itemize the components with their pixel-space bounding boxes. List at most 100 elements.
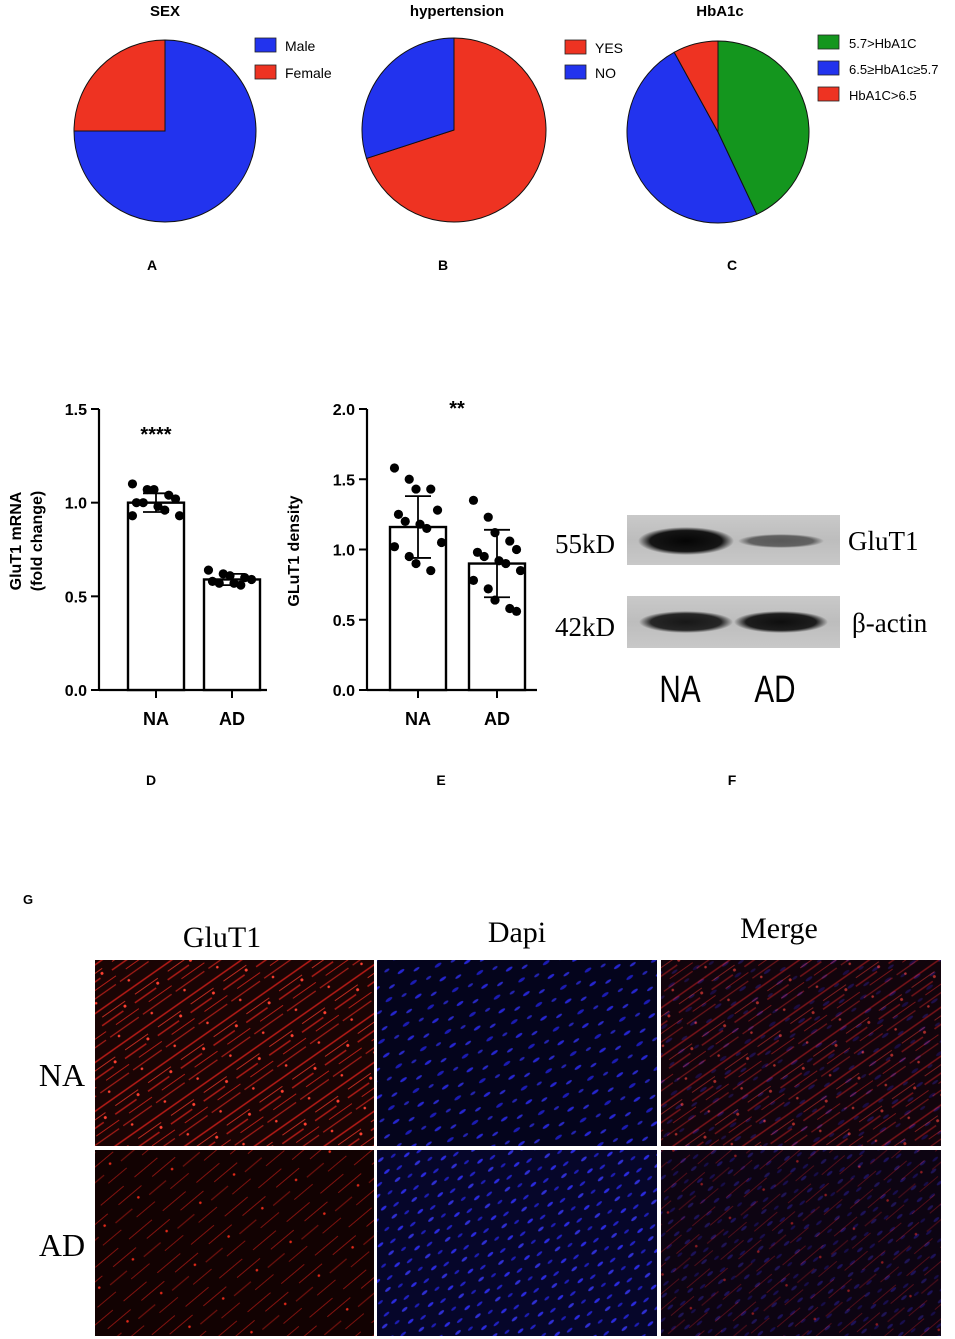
pie-charts-row: SEX Male Female hypertension YES NO HbA1… xyxy=(73,3,938,273)
x-tick-mrna-ad: AD xyxy=(219,709,245,729)
if-image-na-merge xyxy=(661,960,941,1146)
blot-protein-glut1: GluT1 xyxy=(848,526,919,556)
data-point xyxy=(511,606,522,616)
legend-label-mid: 6.5≥HbA1c≥5.7 xyxy=(849,62,938,77)
significance-density: ** xyxy=(449,398,465,420)
data-point xyxy=(426,484,436,494)
pie-chart-sex: SEX Male Female xyxy=(73,3,332,223)
blot-band-actin-ad xyxy=(734,611,828,633)
panel-letter-c: C xyxy=(727,257,737,273)
blot-band-glut1-ad xyxy=(738,534,824,548)
data-point xyxy=(490,528,500,538)
data-point xyxy=(490,595,500,605)
panel-letter-a: A xyxy=(147,257,157,273)
significance-mrna: **** xyxy=(140,424,171,446)
y-axis-label-mrna-line2: (fold change) xyxy=(29,491,46,591)
if-column-merge: Merge xyxy=(740,912,818,945)
if-image-ad-glut1 xyxy=(95,1150,374,1336)
data-point xyxy=(127,511,138,521)
data-point xyxy=(203,565,214,575)
pie-title-hypertension: hypertension xyxy=(410,3,504,20)
data-point xyxy=(411,558,421,569)
immunofluorescence-panel: G GluT1 Dapi Merge NA AD xyxy=(23,892,941,1336)
data-point xyxy=(225,571,235,581)
if-row-ad: AD xyxy=(39,1227,85,1263)
if-row-na: NA xyxy=(39,1057,85,1093)
data-point xyxy=(164,490,174,500)
pie-slice-female xyxy=(73,39,166,132)
blot-lane-na: NA xyxy=(659,669,700,711)
legend-label-male: Male xyxy=(285,38,316,54)
data-point xyxy=(142,484,152,495)
legend-label-high: HbA1C>6.5 xyxy=(849,88,917,103)
data-point xyxy=(436,537,447,548)
bar-chart-density: GLuT1 density ** NA AD E 0.0 0.5 1.0 1.5 2.0 xyxy=(286,398,537,788)
legend-sex: Male Female xyxy=(254,37,332,81)
panel-letter-d: D xyxy=(146,772,156,788)
blot-lane-ad: AD xyxy=(754,669,795,711)
data-point xyxy=(400,516,410,526)
western-blot: 55kD 42kD GluT1 β-actin NA AD F xyxy=(555,515,928,788)
y-axis-label-mrna-line1: GluT1 mRNA xyxy=(8,491,25,590)
y-tick-label: 1.5 xyxy=(333,472,355,489)
pie-slice-no xyxy=(361,37,455,160)
pie-hypertension-slices xyxy=(361,37,547,223)
pie-sex-slices xyxy=(73,39,257,223)
data-point xyxy=(174,511,185,521)
y-tick-label: 1.5 xyxy=(65,402,87,419)
blot-band-glut1-na xyxy=(638,527,734,555)
if-image-na-glut1 xyxy=(95,960,374,1146)
legend-swatch-mid xyxy=(817,60,840,76)
pie-chart-hba1c: HbA1c 5.7>HbA1C 6.5≥HbA1c≥5.7 HbA1C>6.5 xyxy=(626,3,938,224)
if-image-ad-merge xyxy=(661,1150,941,1336)
data-point xyxy=(411,484,421,494)
legend-swatch-yes xyxy=(564,39,587,55)
legend-swatch-high xyxy=(817,86,840,102)
data-point xyxy=(479,551,489,562)
data-point xyxy=(415,519,425,529)
legend-label-low: 5.7>HbA1C xyxy=(849,36,917,51)
data-point xyxy=(432,505,443,515)
bar-na xyxy=(126,501,186,692)
if-column-dapi: Dapi xyxy=(488,916,546,949)
y-tick-label: 0.0 xyxy=(333,683,355,700)
x-tick-mrna-na: NA xyxy=(143,709,169,729)
data-point xyxy=(393,509,404,519)
data-point xyxy=(153,501,163,512)
data-point xyxy=(515,565,526,576)
data-point xyxy=(468,575,479,586)
legend-label-no: NO xyxy=(595,65,616,81)
panel-letter-e: E xyxy=(436,772,445,788)
data-point xyxy=(131,498,142,508)
data-point xyxy=(214,578,224,588)
data-point xyxy=(468,495,479,505)
legend-swatch-low xyxy=(817,34,840,50)
data-point xyxy=(511,544,522,555)
y-tick-label: 0.5 xyxy=(65,589,87,606)
blot-band-actin-na xyxy=(639,611,733,633)
pie-title-sex: SEX xyxy=(150,3,180,20)
legend-label-yes: YES xyxy=(595,40,623,56)
data-point xyxy=(246,574,257,585)
y-tick-label: 2.0 xyxy=(333,402,355,419)
legend-swatch-no xyxy=(564,64,587,80)
data-point xyxy=(389,542,400,552)
blot-protein-actin: β-actin xyxy=(852,608,928,638)
data-point xyxy=(236,580,246,590)
y-tick-label: 0.5 xyxy=(333,613,355,630)
data-point xyxy=(404,551,414,562)
data-point xyxy=(422,523,432,534)
legend-swatch-female xyxy=(254,64,277,80)
data-point xyxy=(160,505,170,515)
pie-chart-hypertension: hypertension YES NO xyxy=(361,3,623,223)
y-tick-label: 0.0 xyxy=(65,683,87,700)
data-point xyxy=(127,479,138,489)
blot-kd-glut1: 55kD xyxy=(555,529,615,559)
x-tick-density-ad: AD xyxy=(484,709,510,729)
if-column-glut1: GluT1 xyxy=(183,921,261,954)
data-point xyxy=(426,565,436,576)
legend-hba1c: 5.7>HbA1C 6.5≥HbA1c≥5.7 HbA1C>6.5 xyxy=(817,34,938,103)
blot-bands xyxy=(638,527,828,633)
bar-charts-row: GluT1 mRNA (fold change) **** NA AD D 0.… xyxy=(8,398,928,788)
y-axis-label-density: GLuT1 density xyxy=(286,495,303,606)
